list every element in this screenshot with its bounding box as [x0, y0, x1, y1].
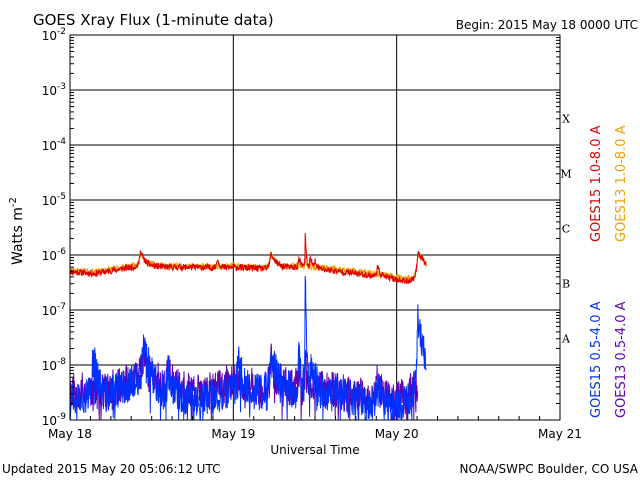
- updated-timestamp: Updated 2015 May 20 05:06:12 UTC: [2, 462, 220, 476]
- y-axis-ticks: 10-2 10-3 10-4 10-5 10-6 10-7 10-8 10-9: [42, 27, 560, 428]
- legend-entry-goes13-long: GOES13 1.0-8.0 A: [614, 125, 629, 242]
- x-tick-label: May 21: [538, 427, 582, 441]
- y-tick-label: 10-8: [42, 357, 67, 373]
- flare-class-label: B: [562, 278, 570, 291]
- y-tick-label: 10-9: [42, 412, 67, 428]
- chart-title: GOES Xray Flux (1-minute data): [33, 11, 274, 29]
- x-tick-label: May 18: [48, 427, 92, 441]
- series-line-goes15-0-5-4-0-a: [69, 275, 427, 422]
- flare-class-label: M: [560, 168, 571, 181]
- flare-class-labels: X M C B A: [560, 113, 571, 346]
- x-tick-label: May 19: [211, 427, 255, 441]
- x-axis-ticks: May 18 May 19 May 20 May 21: [48, 416, 582, 441]
- x-tick-label: May 20: [375, 427, 419, 441]
- y-tick-label: 10-6: [42, 247, 67, 263]
- y-axis-label: Watts m-2: [8, 197, 26, 265]
- flare-class-label: A: [561, 333, 571, 346]
- x-axis-label: Universal Time: [270, 443, 359, 457]
- y-tick-label: 10-4: [42, 137, 67, 153]
- begin-label: Begin: 2015 May 18 0000 UTC: [456, 18, 638, 32]
- flare-class-label: X: [562, 113, 570, 126]
- series-group: [69, 232, 427, 422]
- legend-entry-goes15-short: GOES15 0.5-4.0 A: [589, 301, 604, 418]
- y-tick-label: 10-2: [42, 27, 66, 43]
- y-tick-label: 10-7: [42, 302, 66, 318]
- credit-label: NOAA/SWPC Boulder, CO USA: [460, 462, 639, 476]
- y-tick-label: 10-5: [42, 192, 66, 208]
- y-tick-label: 10-3: [42, 82, 66, 98]
- series-line-goes15-1-0-8-0-a: [69, 232, 427, 285]
- legend-entry-goes13-short: GOES13 0.5-4.0 A: [614, 301, 629, 418]
- legend-entry-goes15-long: GOES15 1.0-8.0 A: [589, 125, 604, 242]
- flare-class-label: C: [562, 223, 570, 236]
- series-line-goes13-0-5-4-0-a: [69, 334, 419, 420]
